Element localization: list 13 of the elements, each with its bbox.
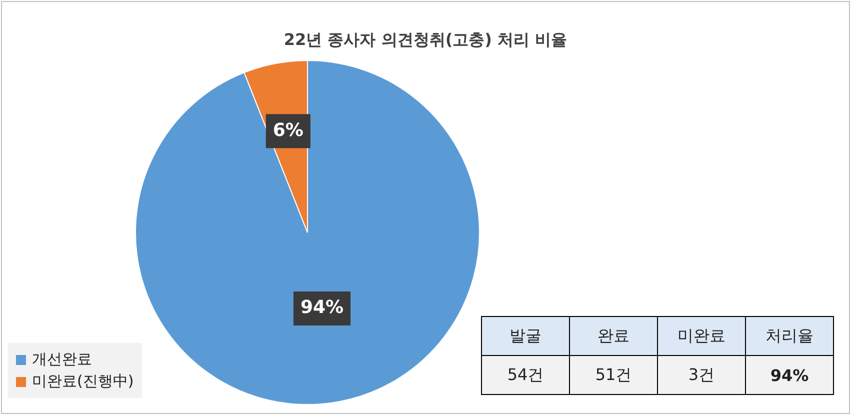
legend-label: 개선완료 [31,350,93,369]
text: 3건 [658,356,746,394]
text: 54건 [482,356,570,394]
text: 완료 [570,316,658,356]
chart-title: 22년 종사자 의견청취(고충) 처리 비율 [282,30,568,51]
data-label: 94% [300,297,344,318]
data-label: 6% [272,120,304,141]
text: 처리율 [746,316,834,356]
legend-label: 미완료(진행中) [31,372,134,391]
text: 94% [746,356,834,394]
text: 발굴 [482,316,570,356]
text: 미완료 [658,316,746,356]
text: 51건 [570,356,658,394]
